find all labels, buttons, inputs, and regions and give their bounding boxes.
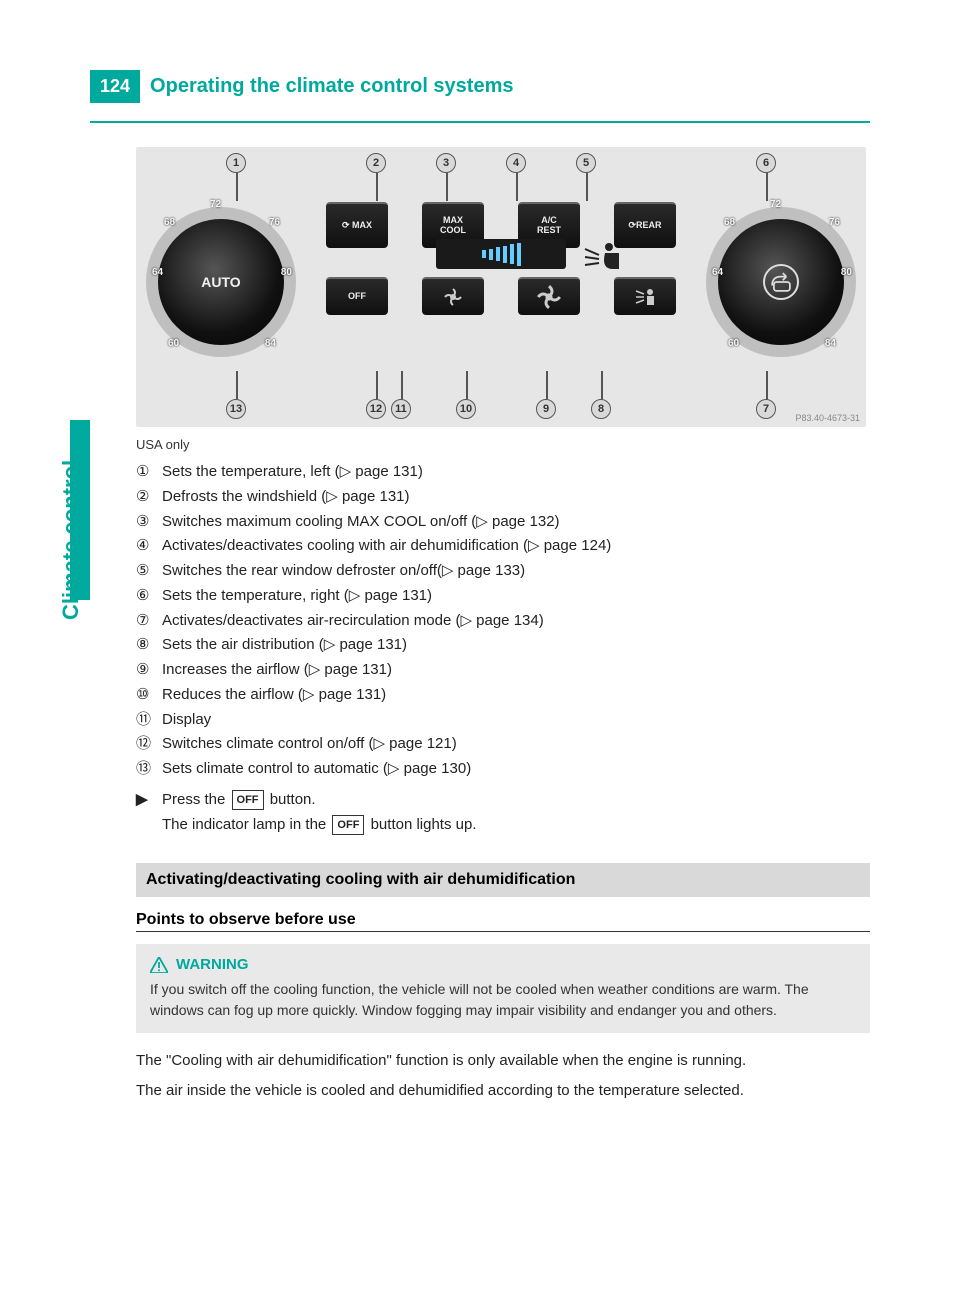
- bottom-button-row: OFF: [326, 277, 676, 315]
- legend-number: ⑨: [136, 658, 162, 683]
- climate-control-diagram: 123456 13121110987 AUTO 72 68 76 64 80 6…: [136, 147, 866, 427]
- fan-up-button: [518, 277, 580, 315]
- page-number: 124: [90, 70, 140, 103]
- legend-item: ⑪Display: [136, 708, 870, 733]
- off-button-label: OFF: [232, 790, 264, 810]
- legend-text: Sets the temperature, left (▷ page 131): [162, 460, 423, 485]
- legend-list: ①Sets the temperature, left (▷ page 131)…: [136, 460, 870, 782]
- legend-number: ⑪: [136, 708, 162, 733]
- legend-item: ⑦Activates/deactivates air-recirculation…: [136, 609, 870, 634]
- warning-title: WARNING: [150, 956, 856, 973]
- figure-caption: USA only: [136, 437, 870, 452]
- legend-text: Sets the temperature, right (▷ page 131): [162, 584, 432, 609]
- legend-number: ⑤: [136, 559, 162, 584]
- callout-6: 6: [756, 153, 776, 173]
- callout-11: 11: [391, 399, 411, 419]
- legend-number: ④: [136, 534, 162, 559]
- legend-number: ②: [136, 485, 162, 510]
- callout-8: 8: [591, 399, 611, 419]
- body-paragraph: The "Cooling with air dehumidification" …: [136, 1049, 870, 1073]
- callout-1: 1: [226, 153, 246, 173]
- legend-text: Display: [162, 708, 211, 733]
- legend-text: Defrosts the windshield (▷ page 131): [162, 485, 410, 510]
- legend-number: ⑫: [136, 732, 162, 757]
- recirculation-icon: [763, 264, 799, 300]
- legend-number: ⑥: [136, 584, 162, 609]
- off-button: OFF: [326, 277, 388, 315]
- manual-page: 124 Operating the climate control system…: [0, 0, 960, 1302]
- body-paragraph: The air inside the vehicle is cooled and…: [136, 1079, 870, 1103]
- callout-3: 3: [436, 153, 456, 173]
- legend-text: Activates/deactivates cooling with air d…: [162, 534, 611, 559]
- legend-text: Increases the airflow (▷ page 131): [162, 658, 392, 683]
- side-label: Climate control: [58, 460, 84, 620]
- callout-2: 2: [366, 153, 386, 173]
- legend-text: Activates/deactivates air-recirculation …: [162, 609, 544, 634]
- legend-number: ⑧: [136, 633, 162, 658]
- legend-number: ⑦: [136, 609, 162, 634]
- rear-defrost-button: ⟳REAR: [614, 202, 676, 248]
- page-title: Operating the climate control systems: [150, 75, 513, 98]
- legend-item: ⑬Sets climate control to automatic (▷ pa…: [136, 757, 870, 782]
- warning-icon: [150, 957, 168, 973]
- air-distribution-button: [614, 277, 676, 315]
- callout-10: 10: [456, 399, 476, 419]
- callout-4: 4: [506, 153, 526, 173]
- legend-item: ②Defrosts the windshield (▷ page 131): [136, 485, 870, 510]
- legend-item: ④Activates/deactivates cooling with air …: [136, 534, 870, 559]
- legend-item: ⑧Sets the air distribution (▷ page 131): [136, 633, 870, 658]
- content-area: 123456 13121110987 AUTO 72 68 76 64 80 6…: [136, 147, 870, 1103]
- callout-5: 5: [576, 153, 596, 173]
- legend-item: ⑫Switches climate control on/off (▷ page…: [136, 732, 870, 757]
- legend-number: ⑬: [136, 757, 162, 782]
- callout-13: 13: [226, 399, 246, 419]
- warning-box: WARNING If you switch off the cooling fu…: [136, 944, 870, 1033]
- legend-text: Switches the rear window defroster on/of…: [162, 559, 525, 584]
- right-temperature-dial: 72 68 76 64 80 60 84: [716, 217, 846, 347]
- subheading: Points to observe before use: [136, 911, 870, 932]
- legend-item: ⑥Sets the temperature, right (▷ page 131…: [136, 584, 870, 609]
- instruction-list: ▶ Press the OFF button. The indicator la…: [136, 788, 870, 838]
- off-button-label: OFF: [332, 815, 364, 835]
- legend-number: ①: [136, 460, 162, 485]
- legend-text: Switches climate control on/off (▷ page …: [162, 732, 457, 757]
- legend-item: ③Switches maximum cooling MAX COOL on/of…: [136, 510, 870, 535]
- diagram-caption-code: P83.40-4673-31: [795, 413, 860, 423]
- legend-item: ①Sets the temperature, left (▷ page 131): [136, 460, 870, 485]
- callout-12: 12: [366, 399, 386, 419]
- legend-text: Switches maximum cooling MAX COOL on/off…: [162, 510, 560, 535]
- fan-down-button: [422, 277, 484, 315]
- legend-item: ⑩Reduces the airflow (▷ page 131): [136, 683, 870, 708]
- left-temperature-dial: AUTO 72 68 76 64 80 60 84: [156, 217, 286, 347]
- airflow-display: [436, 239, 566, 269]
- instruction-line: ▶ Press the OFF button. The indicator la…: [136, 788, 870, 838]
- section-title-bar: Activating/deactivating cooling with air…: [136, 863, 870, 897]
- legend-item: ⑤Switches the rear window defroster on/o…: [136, 559, 870, 584]
- callout-9: 9: [536, 399, 556, 419]
- header-underline: [90, 121, 870, 123]
- legend-item: ⑨Increases the airflow (▷ page 131): [136, 658, 870, 683]
- dial-auto-label: AUTO: [201, 274, 240, 290]
- callout-7: 7: [756, 399, 776, 419]
- warning-text: If you switch off the cooling function, …: [150, 979, 856, 1021]
- defrost-max-button: ⟳ MAX: [326, 202, 388, 248]
- legend-text: Sets climate control to automatic (▷ pag…: [162, 757, 471, 782]
- page-header: 124 Operating the climate control system…: [90, 70, 870, 103]
- legend-text: Reduces the airflow (▷ page 131): [162, 683, 386, 708]
- legend-text: Sets the air distribution (▷ page 131): [162, 633, 407, 658]
- legend-number: ⑩: [136, 683, 162, 708]
- legend-number: ③: [136, 510, 162, 535]
- arrow-bullet: ▶: [136, 788, 162, 813]
